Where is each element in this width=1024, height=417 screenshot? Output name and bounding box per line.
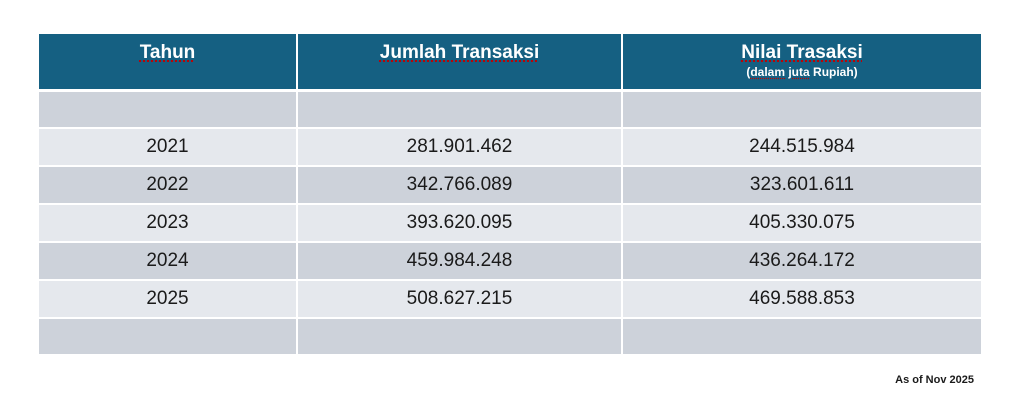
empty-cell <box>297 318 623 356</box>
header-jumlah-label: Jumlah Transaksi <box>379 42 540 63</box>
empty-cell <box>297 90 623 129</box>
unit-word-juta: juta <box>788 65 810 79</box>
unit-open-paren: ( <box>746 65 751 79</box>
cell-year: 2025 <box>39 280 298 319</box>
cell-year: 2023 <box>39 204 298 243</box>
cell-jumlah: 342.766.089 <box>297 166 623 205</box>
empty-cell <box>622 90 981 129</box>
table-row: 2023 393.620.095 405.330.075 <box>39 204 981 243</box>
empty-row-top <box>39 90 981 129</box>
empty-cell <box>622 318 981 356</box>
table-row: 2025 508.627.215 469.588.853 <box>39 280 981 319</box>
cell-jumlah: 508.627.215 <box>297 280 623 319</box>
cell-nilai: 436.264.172 <box>622 242 981 281</box>
header-tahun: Tahun <box>39 34 298 92</box>
cell-nilai: 405.330.075 <box>622 204 981 243</box>
cell-year: 2024 <box>39 242 298 281</box>
cell-jumlah: 393.620.095 <box>297 204 623 243</box>
cell-nilai: 244.515.984 <box>622 128 981 167</box>
header-nilai-label: Nilai Trasaksi <box>741 42 863 63</box>
empty-cell <box>39 90 298 129</box>
unit-word-dalam: dalam <box>750 65 785 79</box>
as-of-footnote: As of Nov 2025 <box>895 374 974 386</box>
cell-jumlah: 281.901.462 <box>297 128 623 167</box>
cell-year: 2021 <box>39 128 298 167</box>
table-row: 2021 281.901.462 244.515.984 <box>39 128 981 167</box>
empty-row-bottom <box>39 318 981 356</box>
cell-nilai: 469.588.853 <box>622 280 981 319</box>
cell-nilai: 323.601.611 <box>622 166 981 205</box>
table-row: 2024 459.984.248 436.264.172 <box>39 242 981 281</box>
empty-cell <box>39 318 298 356</box>
table-row: 2022 342.766.089 323.601.611 <box>39 166 981 205</box>
header-nilai-transaksi: Nilai Trasaksi (dalam juta Rupiah) <box>622 34 981 92</box>
header-jumlah-transaksi: Jumlah Transaksi <box>297 34 623 92</box>
cell-year: 2022 <box>39 166 298 205</box>
cell-jumlah: 459.984.248 <box>297 242 623 281</box>
unit-rest: Rupiah) <box>809 65 858 79</box>
transactions-table: Tahun Jumlah Transaksi Nilai Trasaksi (d… <box>39 34 981 356</box>
header-tahun-label: Tahun <box>139 42 196 63</box>
header-nilai-unit: (dalam juta Rupiah) <box>623 65 981 79</box>
header-row: Tahun Jumlah Transaksi Nilai Trasaksi (d… <box>39 34 981 92</box>
